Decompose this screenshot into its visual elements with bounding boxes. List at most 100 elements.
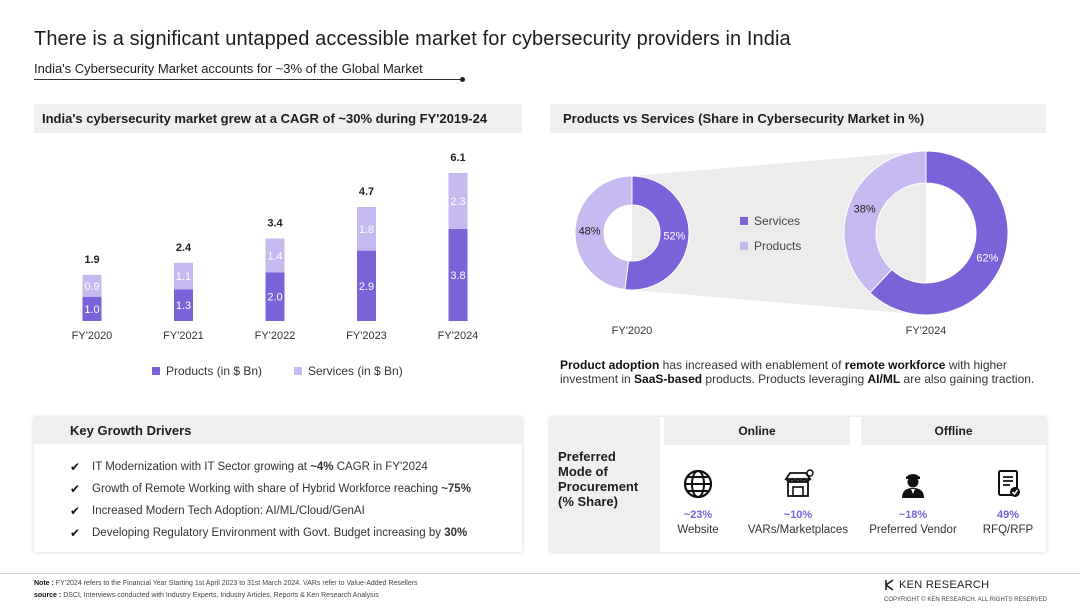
driver-item-2: ✔ Increased Modern Tech Adoption: AI/ML/C… bbox=[70, 504, 365, 518]
document-check-icon bbox=[998, 470, 1020, 497]
bar-services-2 bbox=[265, 238, 285, 273]
footer-note: Note : FY'2024 refers to the Financial Y… bbox=[34, 580, 418, 587]
donut-1-caption: FY'2024 bbox=[906, 325, 947, 337]
rfq-label: RFQ/RFP bbox=[982, 524, 1034, 536]
check-icon: ✔ bbox=[70, 482, 81, 496]
website-label: Website bbox=[677, 524, 719, 536]
donut-0-slice-products bbox=[574, 175, 633, 291]
storefront-icon bbox=[784, 469, 814, 497]
bar-services-label-1: 1.1 bbox=[176, 271, 191, 283]
driver-2-part-0: Increased Modern Tech Adoption: AI/ML/Cl… bbox=[92, 505, 365, 517]
x-tick-1: FY'2021 bbox=[163, 330, 204, 342]
driver-text-1: Growth of Remote Working with share of H… bbox=[92, 483, 471, 495]
vendor-person-icon bbox=[902, 474, 924, 498]
donut-0-slice-services bbox=[624, 175, 690, 291]
procurement-item-vendor: ~18% Preferred Vendor bbox=[858, 468, 968, 536]
donut-legend-services-label: Services bbox=[754, 214, 801, 228]
subtitle-dot bbox=[460, 77, 465, 82]
share-heading-band bbox=[550, 104, 1046, 133]
bar-products-label-1: 1.3 bbox=[176, 300, 191, 312]
bar-total-0: 1.9 bbox=[84, 254, 99, 266]
donut-0-caption: FY'2020 bbox=[612, 325, 653, 337]
bar-products-4 bbox=[448, 228, 468, 321]
procurement-title-band bbox=[550, 417, 660, 552]
donut-1-slice-products bbox=[843, 150, 927, 294]
donut-1-slice-services bbox=[869, 150, 1009, 316]
bar-products-label-4: 3.8 bbox=[450, 270, 465, 282]
donut-0-label-services: 52% bbox=[663, 231, 685, 243]
bar-services-label-3: 1.8 bbox=[359, 224, 374, 236]
check-icon: ✔ bbox=[70, 460, 81, 474]
driver-item-1: ✔ Growth of Remote Working with share of … bbox=[70, 482, 471, 496]
products-donut-swatch bbox=[740, 242, 748, 250]
rfq-pct: 49% bbox=[996, 509, 1020, 521]
cagr-heading: India's cybersecurity market grew at a C… bbox=[42, 111, 488, 126]
note-label: Note : bbox=[34, 580, 54, 587]
products-swatch bbox=[152, 367, 160, 375]
driver-text-3: Developing Regulatory Environment with G… bbox=[92, 527, 467, 539]
description-part-1: has increased with enablement of bbox=[659, 358, 845, 372]
ken-logo-icon bbox=[885, 579, 894, 591]
bar-total-1: 2.4 bbox=[176, 242, 192, 254]
offline-header: Offline bbox=[861, 417, 1046, 445]
note-text: FY'2024 refers to the Financial Year Sta… bbox=[55, 580, 418, 587]
subtitle-underline bbox=[34, 79, 462, 80]
driver-item-0: ✔ IT Modernization with IT Sector growing… bbox=[70, 460, 428, 474]
check-icon: ✔ bbox=[70, 526, 81, 540]
footer-divider bbox=[0, 573, 1080, 574]
donut-legend-products: Products bbox=[740, 239, 801, 253]
bar-products-0 bbox=[82, 296, 102, 321]
globe-icon bbox=[683, 469, 713, 499]
services-swatch bbox=[294, 367, 302, 375]
bar-products-label-3: 2.9 bbox=[359, 281, 374, 293]
procurement-title: Preferred Mode of Procurement (% Share) bbox=[558, 449, 639, 509]
check-icon: ✔ bbox=[70, 504, 81, 518]
products-legend-label: Products (in $ Bn) bbox=[166, 364, 263, 378]
vendor-pct: ~18% bbox=[898, 509, 928, 521]
driver-1-part-0: Growth of Remote Working with share of H… bbox=[92, 483, 442, 495]
description-part-2: remote workforce bbox=[844, 358, 946, 372]
bar-services-0 bbox=[82, 274, 102, 297]
footer-source: source : DSCI, Interviews conducted with… bbox=[34, 592, 379, 599]
bar-services-label-0: 0.9 bbox=[84, 281, 99, 293]
driver-0-part-2: CAGR in FY'2024 bbox=[333, 461, 428, 473]
procurement-item-vars: ~10% VARs/Marketplaces bbox=[743, 468, 853, 536]
description-part-3: with higher investment in bbox=[560, 358, 1007, 386]
donut-connector bbox=[632, 151, 926, 315]
bar-services-label-2: 1.4 bbox=[267, 250, 282, 262]
donut-1-label-services: 62% bbox=[976, 252, 998, 264]
donut-0-label-products: 48% bbox=[579, 225, 601, 237]
bar-legend-services: Services (in $ Bn) bbox=[294, 364, 403, 378]
page-title: There is a significant untapped accessib… bbox=[34, 28, 791, 50]
market-size-bar-chart: 1.0 0.9 1.9 FY'2020 1.3 1.1 2.4 FY'2021 2.0 1.4 3.… bbox=[72, 152, 479, 342]
vars-label: VARs/Marketplaces bbox=[747, 524, 849, 536]
donut-legend-services: Services bbox=[740, 214, 800, 228]
bar-products-label-2: 2.0 bbox=[267, 292, 282, 304]
services-donut-swatch bbox=[740, 217, 748, 225]
bar-products-2 bbox=[265, 272, 285, 321]
drivers-heading-band bbox=[34, 417, 522, 444]
services-legend-label: Services (in $ Bn) bbox=[308, 364, 403, 378]
source-text: DSCI, Interviews conducted with Industry… bbox=[63, 592, 379, 599]
cagr-heading-band bbox=[34, 104, 522, 133]
driver-text-0: IT Modernization with IT Sector growing … bbox=[92, 461, 428, 473]
brand-logo: KEN RESEARCH bbox=[884, 579, 989, 591]
bar-total-4: 6.1 bbox=[450, 152, 465, 164]
donut-legend-products-label: Products bbox=[754, 239, 802, 253]
online-header: Online bbox=[664, 417, 850, 445]
adoption-description: Product adoption has increased with enab… bbox=[560, 358, 1050, 386]
products-vs-services-donuts: 52% 48% FY'2020 62% 38% FY'2024 bbox=[574, 150, 1009, 337]
driver-3-part-1: 30% bbox=[444, 527, 468, 539]
page-subtitle: India's Cybersecurity Market accounts fo… bbox=[34, 61, 423, 76]
description-part-7: are also gaining traction. bbox=[900, 372, 1035, 386]
x-tick-2: FY'2022 bbox=[255, 330, 296, 342]
bar-services-label-4: 2.3 bbox=[450, 196, 465, 208]
driver-text-2: Increased Modern Tech Adoption: AI/ML/Cl… bbox=[92, 505, 365, 517]
bar-products-3 bbox=[357, 250, 376, 321]
description-part-0: Product adoption bbox=[560, 358, 660, 372]
donut-1-label-products: 38% bbox=[854, 204, 876, 216]
procurement-item-website: ~23% Website bbox=[643, 468, 753, 536]
driver-0-part-1: ~4% bbox=[310, 461, 334, 473]
bar-total-3: 4.7 bbox=[359, 186, 374, 198]
bar-total-2: 3.4 bbox=[267, 218, 283, 230]
